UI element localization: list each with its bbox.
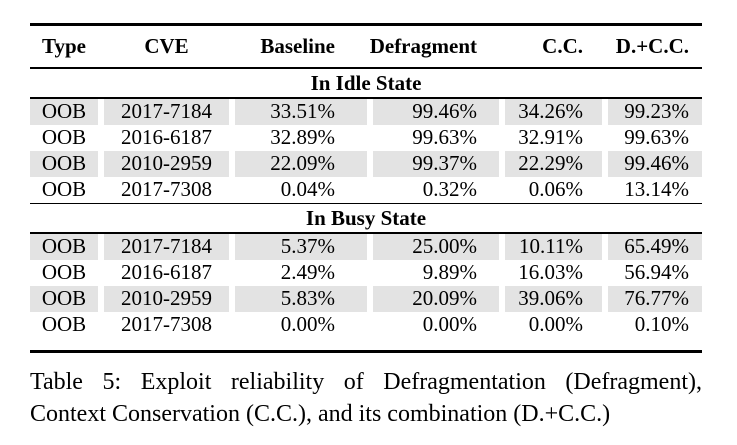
col-header-dcc: D.+C.C.	[615, 34, 689, 58]
table-row: OOB 2017-7308 0.04% 0.32% 0.06% 13.14%	[30, 177, 702, 203]
cell-dcc: 13.14%	[624, 177, 689, 201]
table-header-row: Type CVE Baseline Defragment C.C. D.+C.C…	[30, 26, 702, 67]
cell-type: OOB	[41, 260, 87, 284]
cell-cc: 34.26%	[505, 98, 602, 125]
cell-baseline: 32.89%	[270, 125, 335, 149]
cell-defragment: 99.46%	[373, 98, 499, 125]
cell-dcc: 0.10%	[634, 312, 689, 336]
cell-type: OOB	[41, 125, 87, 149]
cell-cc: 22.29%	[505, 150, 602, 177]
cell-baseline: 5.37%	[235, 233, 367, 260]
table-row: OOB 2016-6187 32.89% 99.63% 32.91% 99.63…	[30, 125, 702, 151]
cell-dcc: 99.46%	[608, 150, 702, 177]
cell-defragment: 99.37%	[373, 150, 499, 177]
caption-line-2: Context Conservation (C.C.), and its com…	[30, 401, 611, 427]
table-row: OOB 2017-7184 33.51% 99.46% 34.26% 99.23…	[30, 98, 702, 125]
table-row: OOB 2017-7184 5.37% 25.00% 10.11% 65.49%	[30, 233, 702, 260]
cell-cve: 2010-2959	[104, 285, 229, 312]
cell-cc: 0.06%	[528, 177, 583, 201]
bottom-spacer	[30, 338, 702, 350]
col-header-cc: C.C.	[542, 34, 583, 58]
cell-type: OOB	[30, 98, 98, 125]
section-rule	[30, 232, 702, 234]
cell-cve: 2016-6187	[121, 125, 212, 149]
col-header-cve: CVE	[144, 34, 189, 58]
cell-defragment: 25.00%	[373, 233, 499, 260]
cell-baseline: 33.51%	[235, 98, 367, 125]
cell-cc: 32.91%	[518, 125, 583, 149]
table-bottom-rule	[30, 349, 702, 353]
cell-cve: 2017-7308	[121, 312, 212, 336]
caption-line-1: Table 5: Exploit reliability of Defragme…	[30, 369, 702, 395]
section-header-busy: In Busy State	[305, 205, 427, 230]
cell-defragment: 99.63%	[412, 125, 477, 149]
cell-cc: 16.03%	[518, 260, 583, 284]
cell-cc: 10.11%	[505, 233, 602, 260]
cell-cc: 0.00%	[528, 312, 583, 336]
section-rule	[30, 97, 702, 99]
cell-cve: 2010-2959	[104, 150, 229, 177]
cell-cve: 2017-7184	[104, 233, 229, 260]
table-caption: Table 5: Exploit reliability of Defragme…	[30, 366, 702, 430]
cell-type: OOB	[30, 150, 98, 177]
cell-baseline: 0.00%	[280, 312, 335, 336]
cell-defragment: 9.89%	[422, 260, 477, 284]
table-top-rule	[30, 23, 702, 26]
cell-dcc: 99.23%	[608, 98, 702, 125]
cell-type: OOB	[41, 177, 87, 201]
col-header-defragment: Defragment	[369, 34, 477, 58]
cell-dcc: 76.77%	[608, 285, 702, 312]
cell-cve: 2017-7308	[121, 177, 212, 201]
cell-cve: 2017-7184	[104, 98, 229, 125]
cell-type: OOB	[41, 312, 87, 336]
cell-type: OOB	[30, 285, 98, 312]
cell-defragment: 0.32%	[422, 177, 477, 201]
cell-baseline: 0.04%	[280, 177, 335, 201]
table-row: OOB 2010-2959 22.09% 99.37% 22.29% 99.46…	[30, 150, 702, 177]
cell-dcc: 99.63%	[624, 125, 689, 149]
cell-baseline: 5.83%	[235, 285, 367, 312]
table-row: OOB 2017-7308 0.00% 0.00% 0.00% 0.10%	[30, 312, 702, 338]
section-header-idle: In Idle State	[310, 70, 422, 95]
col-header-type: Type	[42, 34, 86, 58]
section-rule	[30, 202, 702, 204]
cell-defragment: 0.00%	[422, 312, 477, 336]
col-header-baseline: Baseline	[260, 34, 335, 58]
table-5: Type CVE Baseline Defragment C.C. D.+C.C…	[30, 23, 702, 353]
cell-defragment: 20.09%	[373, 285, 499, 312]
cell-cve: 2016-6187	[121, 260, 212, 284]
header-rule	[30, 67, 702, 69]
cell-cc: 39.06%	[505, 285, 602, 312]
table-row: OOB 2010-2959 5.83% 20.09% 39.06% 76.77%	[30, 285, 702, 312]
cell-baseline: 22.09%	[235, 150, 367, 177]
cell-dcc: 65.49%	[608, 233, 702, 260]
table-row: OOB 2016-6187 2.49% 9.89% 16.03% 56.94%	[30, 260, 702, 286]
cell-type: OOB	[30, 233, 98, 260]
cell-baseline: 2.49%	[280, 260, 335, 284]
cell-dcc: 56.94%	[624, 260, 689, 284]
